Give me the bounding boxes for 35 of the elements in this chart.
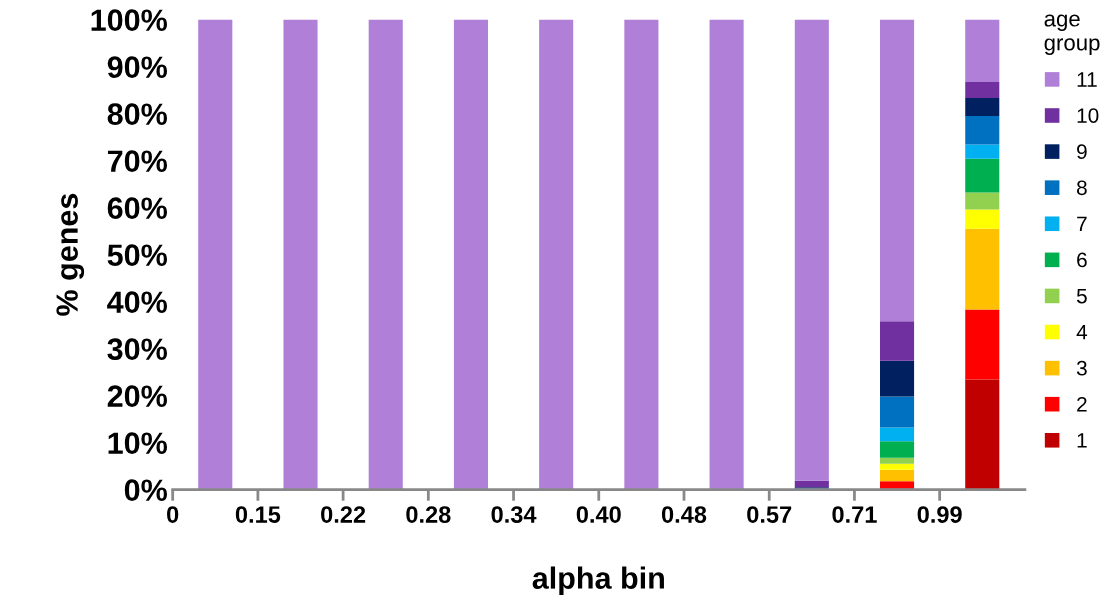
y-tick-label: 40%: [107, 291, 168, 313]
legend-label: 1: [1077, 433, 1087, 448]
x-tick-label: 0: [167, 506, 179, 523]
x-tick-label: 0.48: [661, 506, 707, 523]
y-tick-label: 70%: [107, 150, 168, 172]
legend-label: 9: [1077, 144, 1087, 160]
legend-label: 6: [1077, 252, 1087, 268]
legend-label: 2: [1077, 396, 1087, 412]
x-tick-label: 0.40: [576, 506, 621, 523]
x-tick-label: 0.34: [491, 506, 537, 523]
legend-label: 8: [1076, 180, 1087, 196]
legend-label: 10: [1077, 108, 1099, 123]
x-tick-label: 0.22: [321, 506, 366, 523]
legend-label: 3: [1076, 360, 1087, 376]
y-tick-label: 10%: [108, 432, 168, 454]
x-tick-label: 0.99: [917, 506, 962, 523]
y-tick-label: 0%: [124, 479, 167, 501]
legend-label: 4: [1076, 324, 1088, 340]
legend-label: 11: [1077, 72, 1097, 87]
y-tick-label: 90%: [107, 56, 168, 78]
y-tick-label: 20%: [107, 385, 168, 407]
x-tick-label: 0.28: [406, 506, 451, 523]
x-axis-title: alpha bin: [532, 566, 664, 595]
y-axis-title: % genes: [56, 193, 85, 316]
y-tick-label: 30%: [107, 338, 168, 361]
y-tick-label: 100%: [91, 9, 168, 31]
x-tick-label: 0.15: [235, 506, 281, 523]
x-tick-label: 0.57: [747, 506, 792, 523]
x-tick-label: 0.71: [832, 506, 877, 523]
legend-label: 7: [1077, 216, 1087, 232]
y-tick-label: 80%: [107, 103, 168, 125]
y-tick-label: 50%: [107, 244, 168, 266]
y-tick-label: 60%: [107, 197, 168, 219]
legend-title: age group: [1044, 14, 1100, 55]
legend-label: 5: [1076, 288, 1087, 304]
